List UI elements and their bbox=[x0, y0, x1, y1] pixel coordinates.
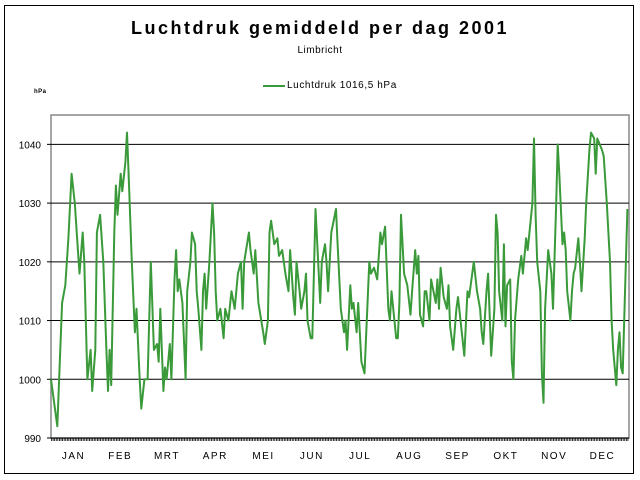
y-tick-label: 990 bbox=[24, 434, 41, 445]
x-tick-label-feb: FEB bbox=[108, 451, 132, 462]
x-tick-label-okt: OKT bbox=[493, 451, 518, 462]
x-tick-label-jan: JAN bbox=[62, 451, 85, 462]
x-tick-label-nov: NOV bbox=[541, 451, 567, 462]
x-tick-label-jul: JUL bbox=[349, 451, 371, 462]
x-tick-label-jun: JUN bbox=[300, 451, 324, 462]
chart-title: Luchtdruk gemiddeld per dag 2001 bbox=[130, 18, 510, 38]
legend-line-swatch bbox=[263, 84, 285, 87]
x-tick-label-apr: APR bbox=[203, 451, 228, 462]
y-tick-label: 1040 bbox=[19, 140, 42, 151]
x-tick-label-sep: SEP bbox=[445, 451, 470, 462]
legend: Luchtdruk 1016,5 hPa bbox=[263, 80, 397, 91]
y-axis-unit-label: hPa bbox=[34, 89, 47, 95]
series-line-luchtdruk bbox=[50, 131, 629, 428]
chart-frame bbox=[4, 5, 634, 474]
x-tick-label-aug: AUG bbox=[396, 451, 422, 462]
legend-label: Luchtdruk 1016,5 hPa bbox=[287, 80, 397, 91]
y-tick-label: 1020 bbox=[19, 258, 42, 269]
x-tick-label-mei: MEI bbox=[252, 451, 274, 462]
y-tick-label: 1000 bbox=[19, 375, 42, 386]
x-tick-label-dec: DEC bbox=[590, 451, 616, 462]
y-tick-label: 1010 bbox=[19, 317, 42, 328]
y-tick-label: 1030 bbox=[19, 199, 42, 210]
chart-subtitle: Limbricht bbox=[297, 45, 343, 56]
x-tick-label-mrt: MRT bbox=[154, 451, 180, 462]
